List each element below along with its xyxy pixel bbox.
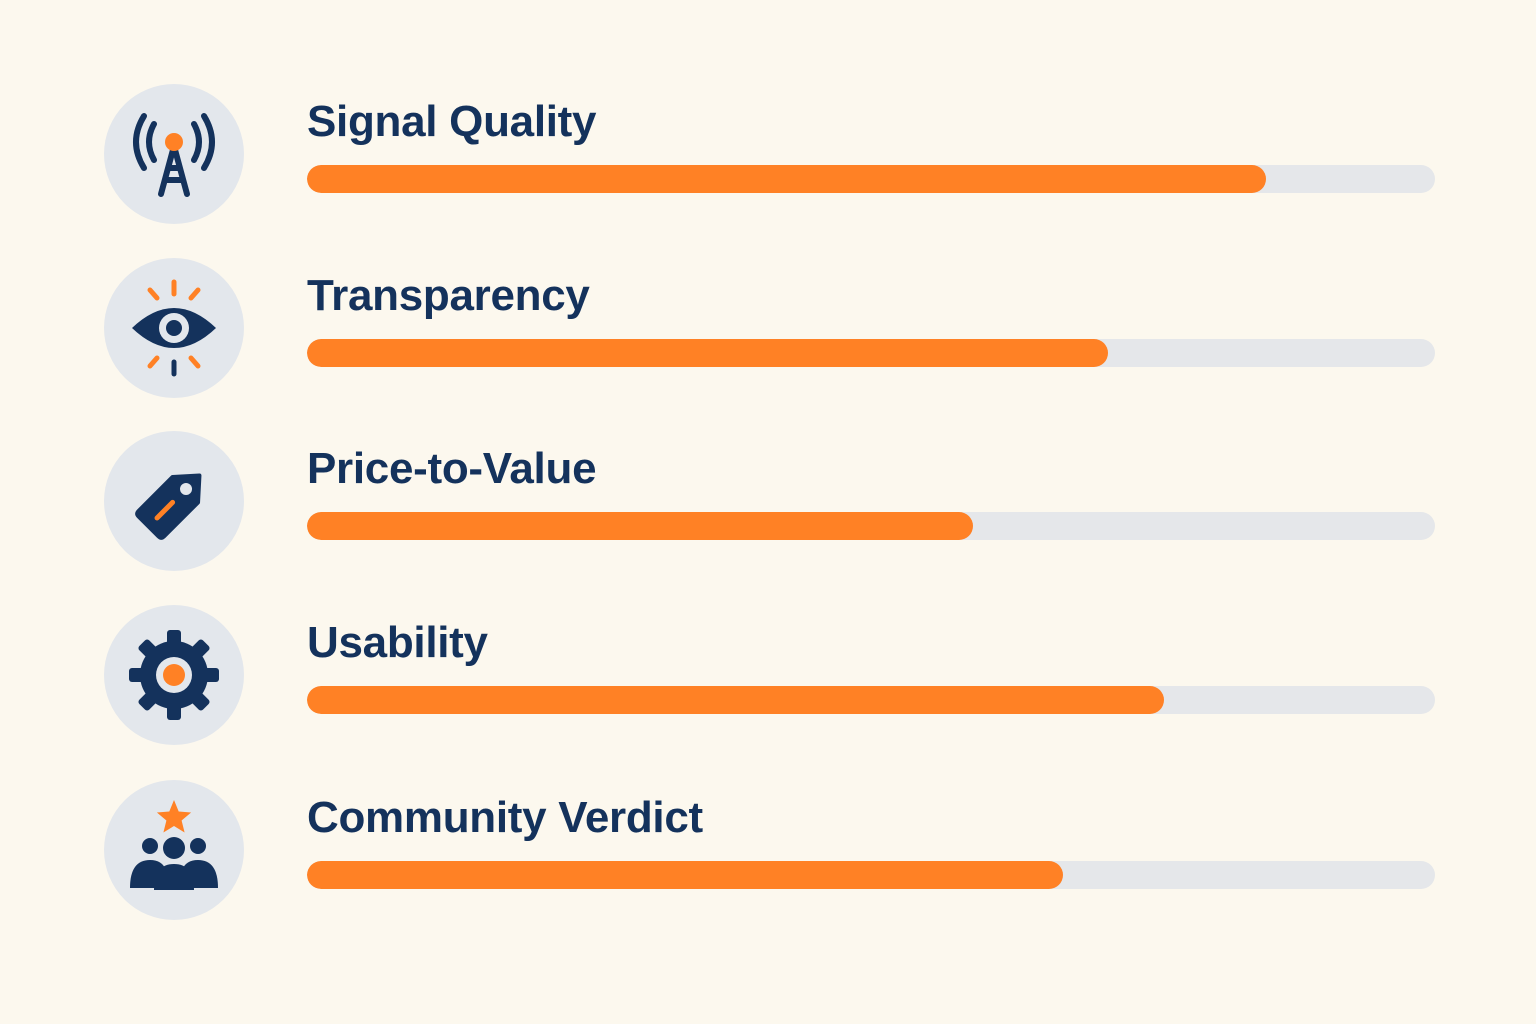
bar-signal-quality xyxy=(307,165,1266,193)
icon-badge xyxy=(104,605,244,745)
metric-label: Community Verdict xyxy=(307,793,703,842)
bar-track xyxy=(307,339,1435,367)
eye-icon xyxy=(132,279,216,377)
signal-tower-icon xyxy=(133,113,215,197)
community-star-icon xyxy=(130,800,218,890)
metric-row-price-to-value: Price-to-Value xyxy=(0,431,1536,571)
metric-label: Transparency xyxy=(307,271,590,320)
metric-label: Usability xyxy=(307,618,488,667)
metric-row-transparency: Transparency xyxy=(0,258,1536,398)
gear-icon xyxy=(129,630,219,720)
icon-badge xyxy=(104,258,244,398)
bar-track xyxy=(307,861,1435,889)
price-tag-icon xyxy=(135,473,202,540)
bar-price-to-value xyxy=(307,512,973,540)
icon-badge xyxy=(104,84,244,224)
metric-label: Price-to-Value xyxy=(307,444,597,493)
metric-row-usability: Usability xyxy=(0,605,1536,745)
bar-usability xyxy=(307,686,1164,714)
bar-track xyxy=(307,512,1435,540)
bar-track xyxy=(307,686,1435,714)
metric-row-community-verdict: Community Verdict xyxy=(0,780,1536,920)
metric-row-signal-quality: Signal Quality xyxy=(0,84,1536,224)
bar-transparency xyxy=(307,339,1108,367)
bar-community-verdict xyxy=(307,861,1063,889)
icon-badge xyxy=(104,431,244,571)
bar-track xyxy=(307,165,1435,193)
icon-badge xyxy=(104,780,244,920)
metric-label: Signal Quality xyxy=(307,97,597,146)
